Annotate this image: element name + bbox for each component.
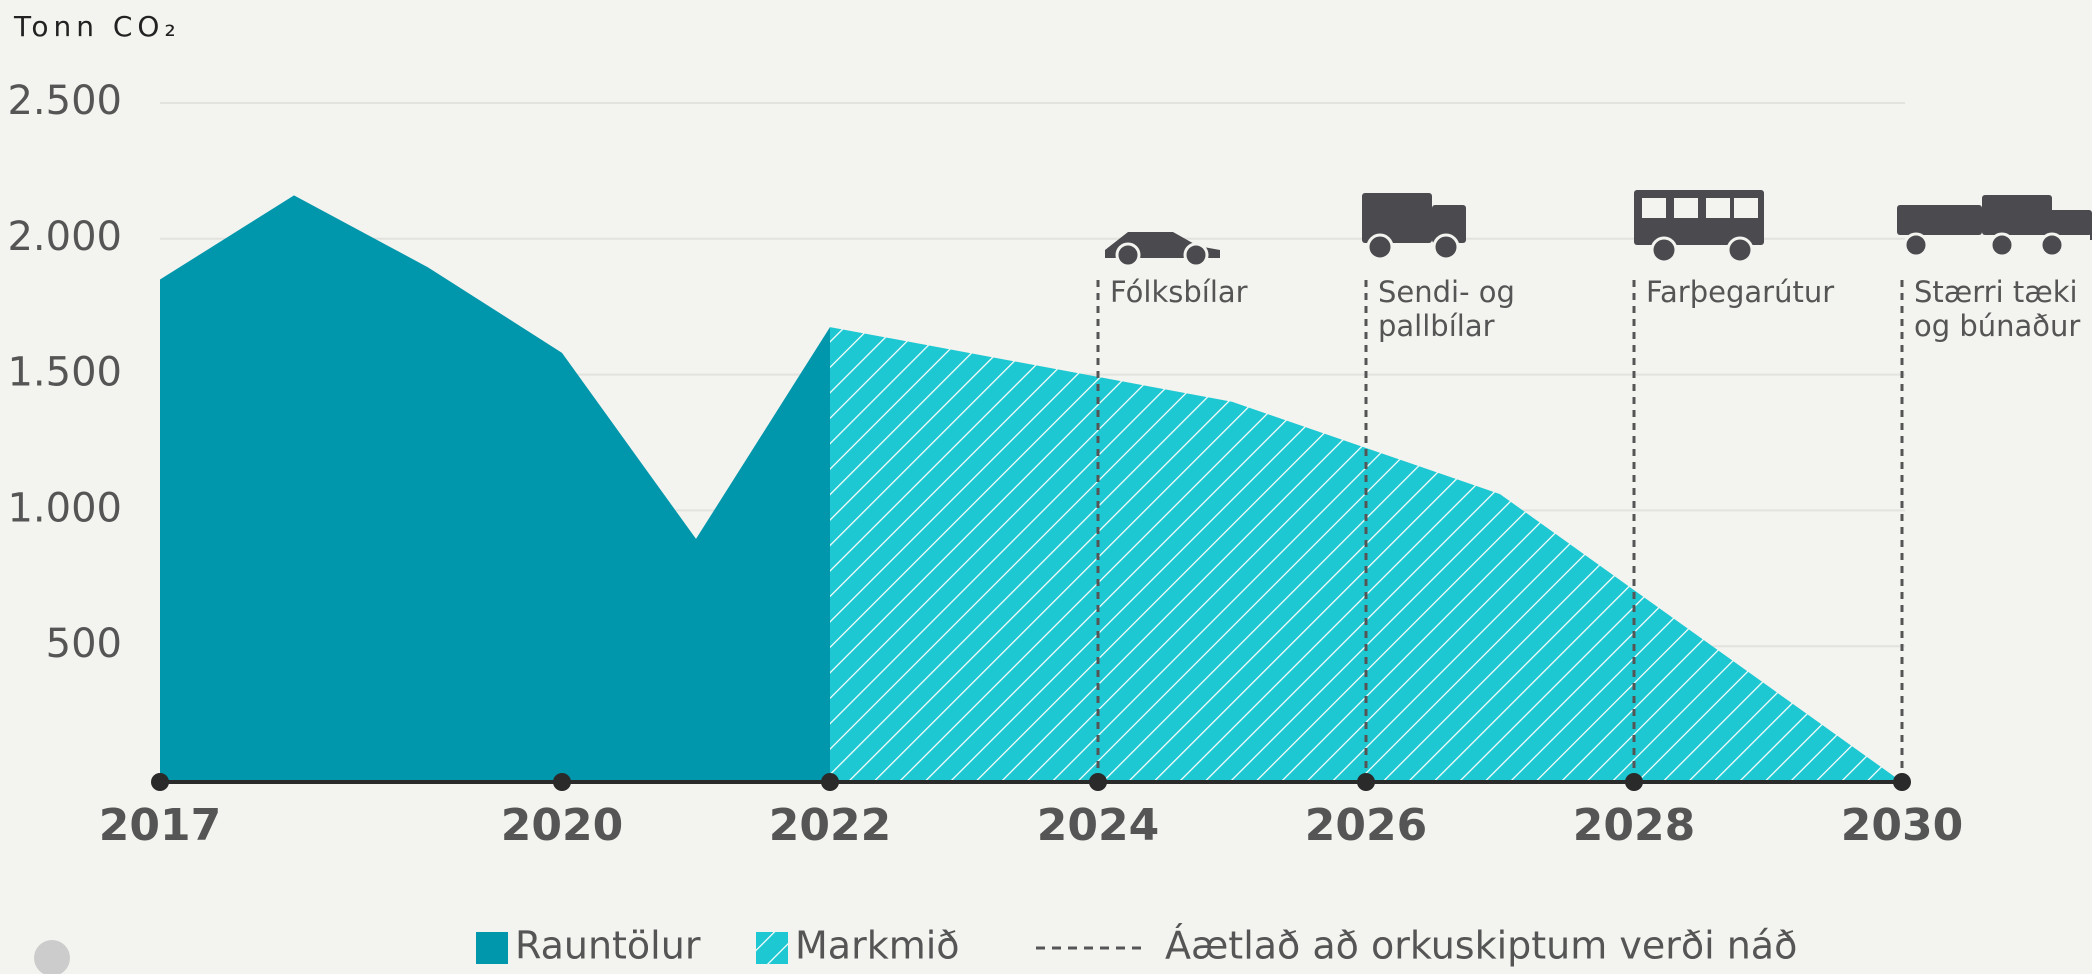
icon-window (1734, 198, 1758, 218)
annotation-label: Sendi- og (1378, 275, 1515, 309)
y-tick-label: 2.000 (7, 214, 122, 260)
x-tick (1625, 773, 1643, 791)
x-tick-label: 2022 (769, 800, 891, 851)
icon-part (1897, 205, 1982, 235)
logo (34, 940, 70, 974)
y-tick-label: 500 (46, 621, 122, 667)
vehicle-icon (1897, 195, 2092, 258)
legend-swatch (476, 932, 508, 964)
vehicle-icon (1105, 232, 1220, 268)
legend-label: Áætlað að orkuskiptum verði náð (1165, 924, 1797, 968)
x-tick (1357, 773, 1375, 791)
area (160, 195, 830, 782)
x-tick (151, 773, 169, 791)
legend-label: Rauntölur (515, 924, 701, 968)
icon-wheel (1726, 236, 1754, 264)
x-tick-label: 2024 (1037, 800, 1159, 851)
icon-wheel (1903, 232, 1929, 258)
icon-part (1634, 190, 1764, 245)
legend-swatch (756, 932, 788, 964)
icon-wheel (1432, 233, 1460, 261)
annotation-label: og búnaður (1914, 309, 2080, 343)
y-tick-label: 1.500 (7, 350, 122, 396)
x-tick-label: 2017 (99, 800, 221, 851)
vehicle-icon (1362, 193, 1466, 261)
icon-wheel (1989, 232, 2015, 258)
x-tick (1089, 773, 1107, 791)
annotation-label: Stærri tæki (1914, 275, 2078, 309)
y-tick-label: 2.500 (7, 78, 122, 124)
x-tick (1893, 773, 1911, 791)
x-tick-label: 2020 (501, 800, 623, 851)
annotation-label: Farþegarútur (1646, 275, 1834, 309)
annotation-label: Fólksbílar (1110, 275, 1248, 309)
icon-part (1432, 205, 1466, 243)
x-tick (821, 773, 839, 791)
icon-wheel (1115, 242, 1141, 268)
icon-window (1674, 198, 1698, 218)
x-tick (553, 773, 571, 791)
x-tick-label: 2030 (1841, 800, 1963, 851)
icon-window (1706, 198, 1730, 218)
annotation-label: pallbílar (1378, 309, 1495, 343)
icon-part (2012, 210, 2092, 235)
icon-wheel (1366, 233, 1394, 261)
legend-label: Markmið (795, 924, 960, 968)
icon-part (1362, 193, 1432, 243)
y-axis-label: Tonn CO₂ (13, 10, 181, 43)
x-tick-label: 2026 (1305, 800, 1427, 851)
icon-window (1642, 198, 1666, 218)
icon-wheel (1183, 242, 1209, 268)
icon-wheel (1650, 236, 1678, 264)
icon-wheel (2039, 232, 2065, 258)
x-tick-label: 2028 (1573, 800, 1695, 851)
vehicle-icon (1634, 190, 1764, 264)
y-tick-label: 1.000 (7, 485, 122, 531)
